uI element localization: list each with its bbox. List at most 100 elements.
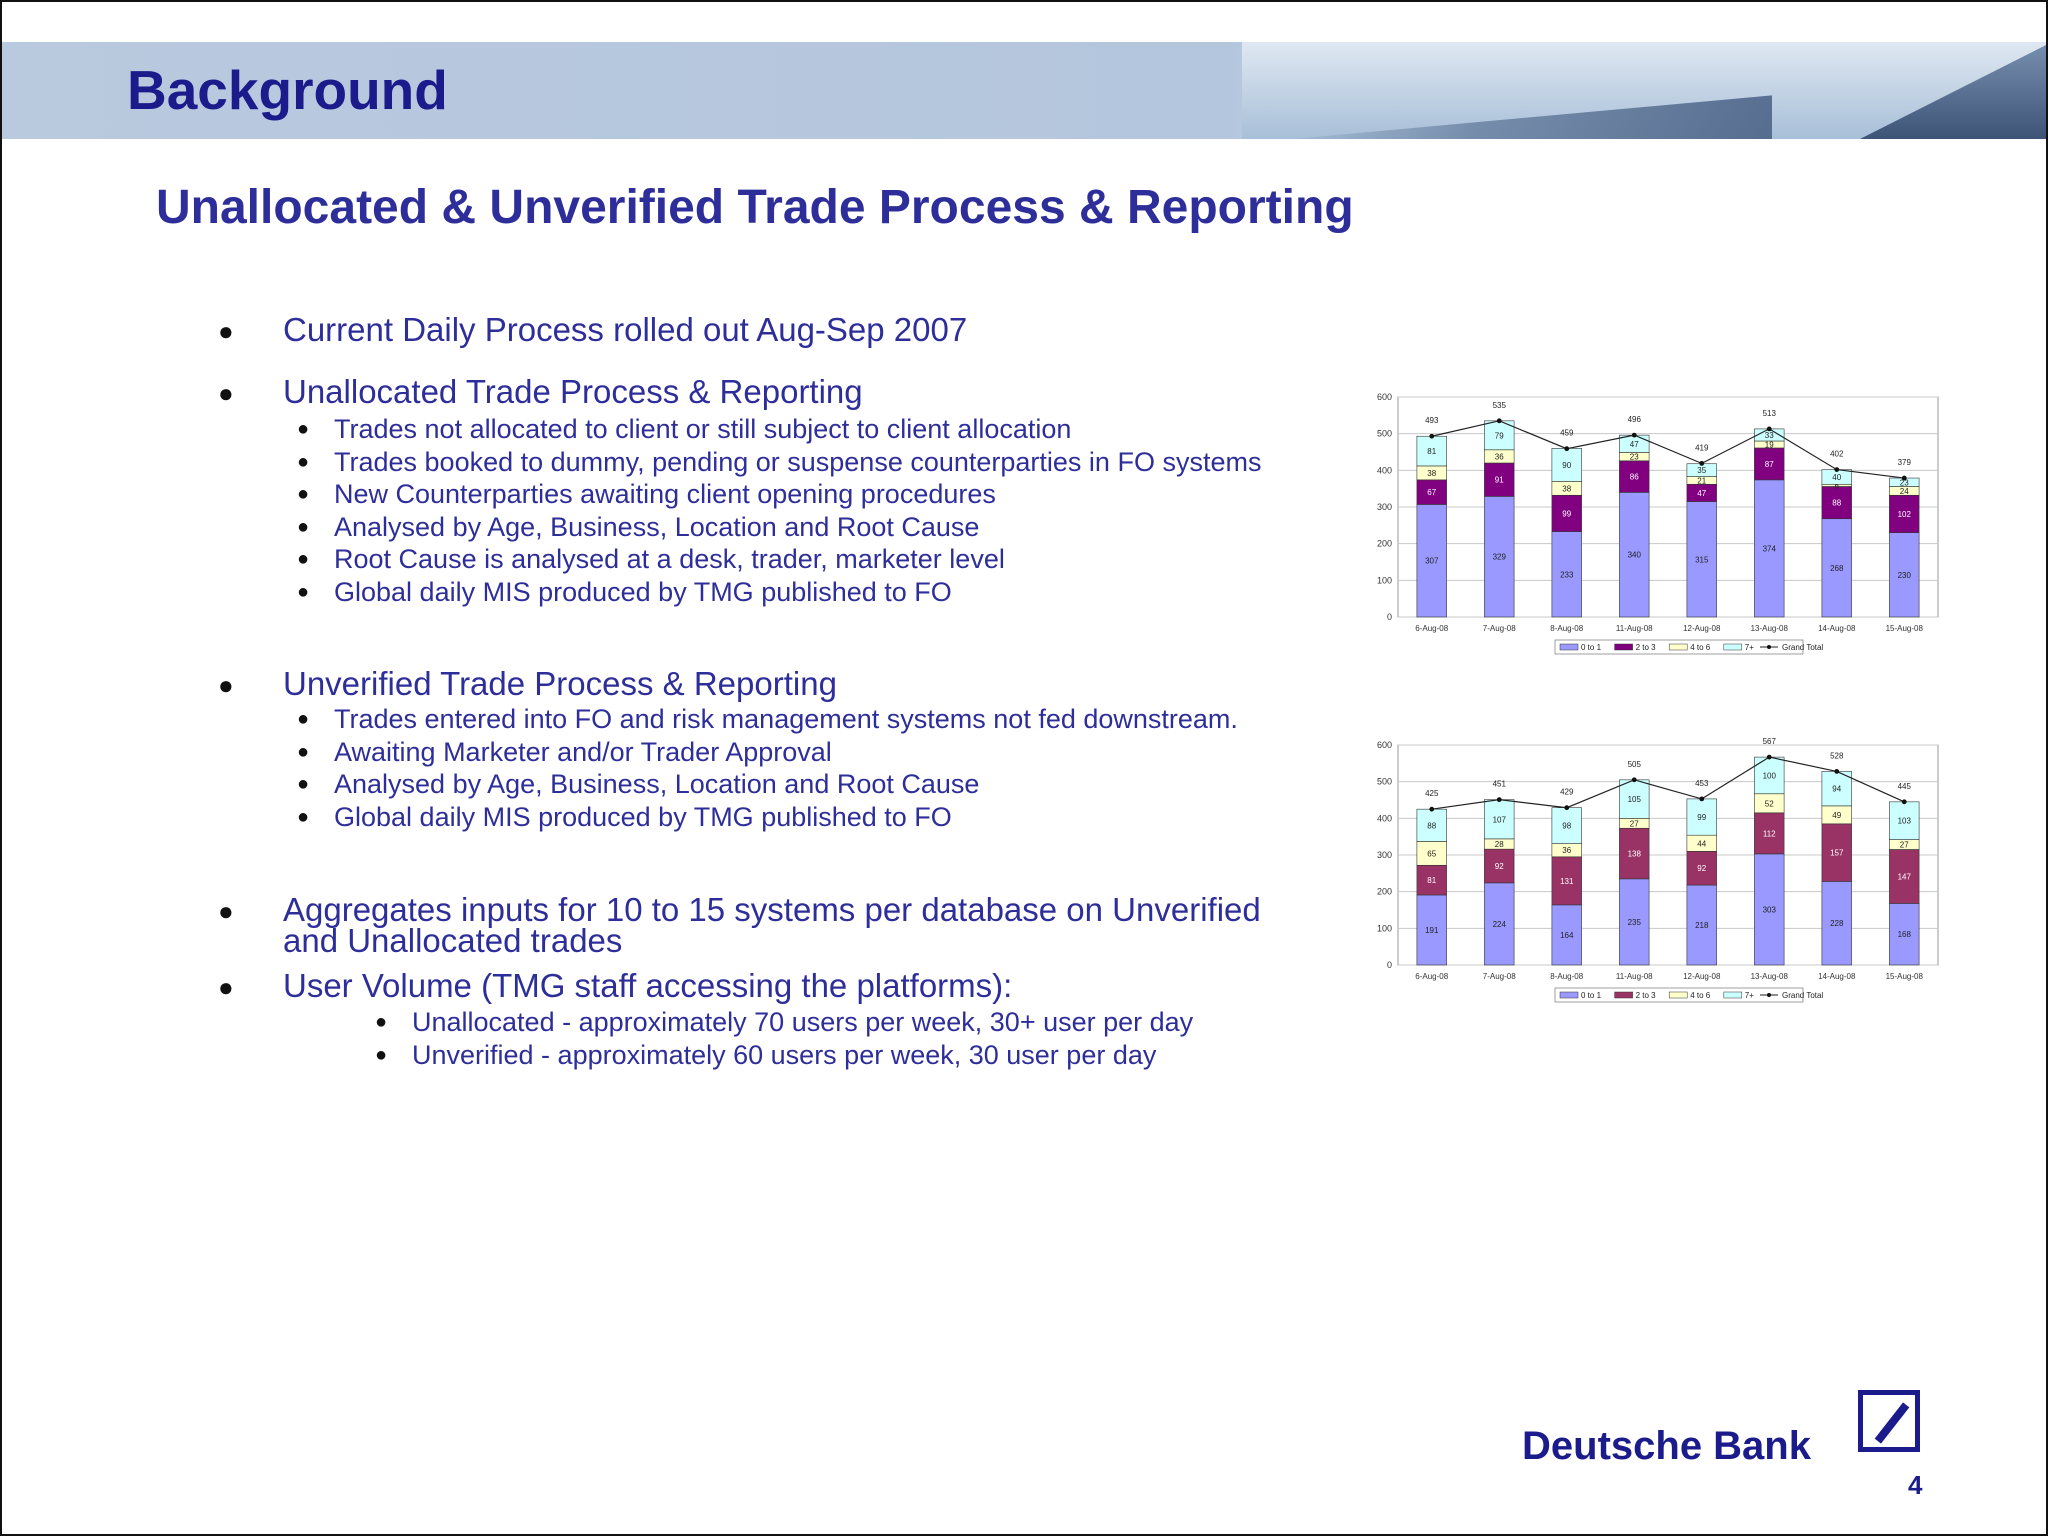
data-label: 99 xyxy=(1697,813,1706,822)
bullet-current-process: Current Daily Process rolled out Aug-Sep… xyxy=(283,311,968,348)
bar-segment xyxy=(1754,812,1785,855)
bullet-aggregates-line2: and Unallocated trades xyxy=(283,922,623,959)
data-label: 105 xyxy=(1628,795,1642,804)
bullet-icon: ● xyxy=(218,316,234,346)
data-label: 27 xyxy=(1900,841,1909,850)
y-tick-label: 200 xyxy=(1377,887,1392,897)
data-label: 92 xyxy=(1697,864,1706,873)
data-label: 315 xyxy=(1695,555,1709,564)
data-label: 374 xyxy=(1763,544,1777,553)
data-label: 138 xyxy=(1628,850,1642,859)
data-label: 94 xyxy=(1832,785,1841,794)
sub-bullet: Global daily MIS produced by TMG publish… xyxy=(334,577,952,607)
sub-bullet-icon: ● xyxy=(297,516,310,538)
bullet-icon: ● xyxy=(218,378,234,408)
legend-swatch xyxy=(1668,643,1688,651)
x-tick-label: 7-Aug-08 xyxy=(1483,972,1516,981)
total-point xyxy=(1496,418,1502,424)
y-tick-label: 600 xyxy=(1377,392,1392,402)
legend-line-marker xyxy=(1767,645,1771,649)
data-label: 168 xyxy=(1898,930,1912,939)
bar-segment xyxy=(1821,486,1852,520)
deutsche-bank-logo-text: Deutsche Bank xyxy=(1522,1424,1811,1468)
legend-label: 0 to 1 xyxy=(1581,991,1602,1000)
bullet-aggregates-line1: Aggregates inputs for 10 to 15 systems p… xyxy=(283,891,1261,928)
data-label: 86 xyxy=(1630,473,1639,482)
total-point xyxy=(1564,805,1570,811)
sub-bullet-icon: ● xyxy=(297,548,310,570)
y-tick-label: 600 xyxy=(1377,740,1392,750)
data-label: 27 xyxy=(1630,819,1639,828)
legend-swatch xyxy=(1559,643,1579,651)
total-label: 528 xyxy=(1830,751,1844,760)
total-label: 429 xyxy=(1560,788,1574,797)
data-label: 81 xyxy=(1427,447,1436,456)
total-label: 496 xyxy=(1628,415,1642,424)
bar-segment xyxy=(1484,496,1515,618)
x-tick-label: 13-Aug-08 xyxy=(1751,624,1789,633)
bar-segment xyxy=(1889,849,1920,904)
total-point xyxy=(1699,796,1705,802)
legend-line-marker xyxy=(1767,993,1771,997)
total-label: 453 xyxy=(1695,779,1709,788)
deutsche-bank-logo-icon xyxy=(1858,1390,1920,1452)
x-tick-label: 11-Aug-08 xyxy=(1616,624,1653,633)
data-label: 23 xyxy=(1630,453,1639,462)
data-label: 100 xyxy=(1763,771,1777,780)
bar-segment xyxy=(1619,827,1650,880)
unallocated-chart: 0 100 200 300 400 500 600 307 67 38 81 6-Aug-08 329 9… xyxy=(1377,392,1939,655)
data-label: 131 xyxy=(1560,877,1574,886)
total-label: 493 xyxy=(1425,416,1439,425)
data-label: 38 xyxy=(1427,469,1436,478)
data-label: 107 xyxy=(1493,815,1507,824)
total-label: 513 xyxy=(1763,409,1777,418)
sub-bullet: Trades entered into FO and risk manageme… xyxy=(334,704,1238,734)
total-line xyxy=(1431,756,1905,810)
data-label: 88 xyxy=(1427,821,1436,830)
y-tick-label: 200 xyxy=(1377,539,1392,549)
bullet-unallocated: Unallocated Trade Process & Reporting xyxy=(283,373,863,410)
data-label: 164 xyxy=(1560,931,1574,940)
legend-swatch xyxy=(1614,643,1633,651)
sub-bullet-icon: ● xyxy=(297,708,310,730)
legend-label: 0 to 1 xyxy=(1581,643,1602,652)
data-label: 191 xyxy=(1425,926,1439,935)
legend-swatch xyxy=(1723,991,1743,999)
total-point xyxy=(1429,433,1435,439)
sub-bullet: New Counterparties awaiting client openi… xyxy=(334,479,996,509)
total-label: 379 xyxy=(1898,458,1912,467)
data-label: 88 xyxy=(1832,499,1841,508)
data-label: 33 xyxy=(1765,431,1774,440)
legend-label: 7+ xyxy=(1745,643,1754,652)
page-title: Background xyxy=(127,59,448,121)
x-tick-label: 8-Aug-08 xyxy=(1550,624,1583,633)
sub-bullet: Trades booked to dummy, pending or suspe… xyxy=(334,447,1262,477)
sub-bullet: Analysed by Age, Business, Location and … xyxy=(334,769,980,799)
sub-bullet-icon: ● xyxy=(375,1044,388,1066)
bar-segment xyxy=(1889,494,1920,533)
bullet-icon: ● xyxy=(218,896,234,926)
data-label: 52 xyxy=(1765,799,1774,808)
data-label: 90 xyxy=(1562,461,1571,470)
bar-segment xyxy=(1551,531,1582,618)
data-label: 49 xyxy=(1832,811,1841,820)
x-tick-label: 12-Aug-08 xyxy=(1683,972,1721,981)
data-label: 218 xyxy=(1695,921,1709,930)
unverified-chart: 0 100 200 300 400 500 600 191 81 65 88 6-Aug-08 224 9… xyxy=(1377,737,1939,1003)
x-tick-label: 6-Aug-08 xyxy=(1415,972,1448,981)
bar-segment xyxy=(1889,532,1920,618)
bar-segment xyxy=(1484,799,1515,840)
sub-bullet-icon: ● xyxy=(297,741,310,763)
data-label: 36 xyxy=(1562,846,1571,855)
data-label: 147 xyxy=(1898,872,1912,881)
sub-bullet-icon: ● xyxy=(297,418,310,440)
data-label: 112 xyxy=(1763,829,1776,838)
total-point xyxy=(1766,754,1772,760)
data-label: 268 xyxy=(1830,564,1844,573)
x-tick-label: 14-Aug-08 xyxy=(1818,972,1856,981)
total-label: 451 xyxy=(1493,780,1507,789)
data-label: 87 xyxy=(1765,460,1774,469)
data-label: 21 xyxy=(1697,476,1706,485)
sub-bullet: Awaiting Marketer and/or Trader Approval xyxy=(334,737,832,767)
